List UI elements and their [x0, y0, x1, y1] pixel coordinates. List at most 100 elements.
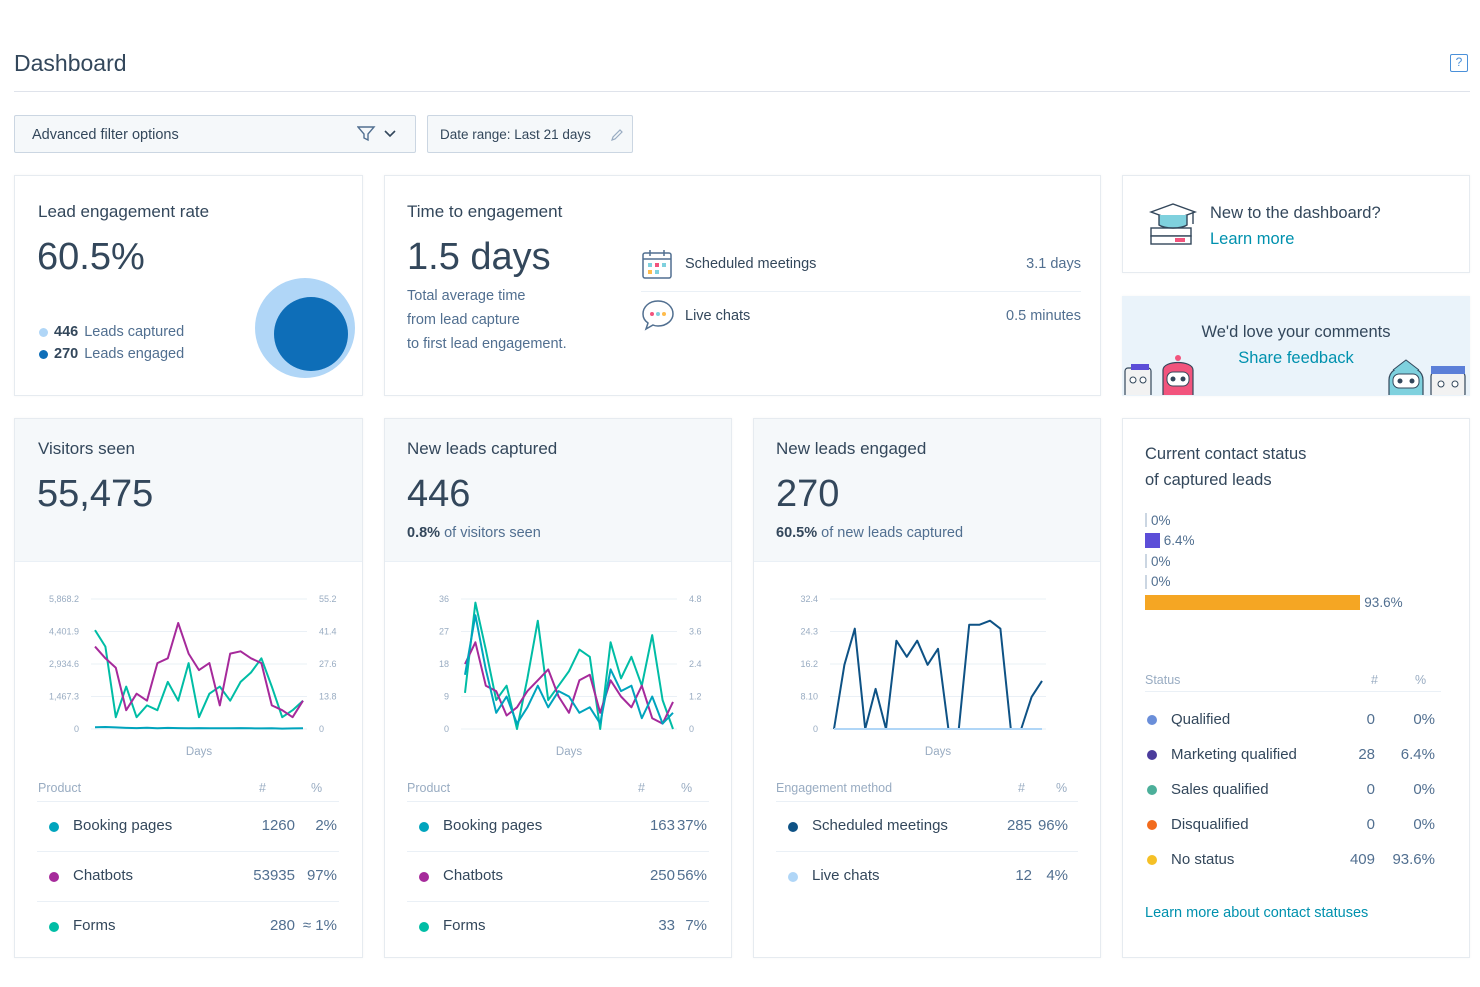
status-dot — [1147, 820, 1157, 830]
status-col-status: Status — [1145, 673, 1181, 687]
table-row: Booking pages 1260 2% — [37, 801, 339, 851]
status-name: Marketing qualified — [1171, 746, 1297, 763]
new-leads-chart-y-tick: 9 — [444, 692, 449, 702]
leads-engaged-chart-y-tick: 32.4 — [800, 594, 818, 604]
leads-engaged-col-pct: % — [1056, 781, 1068, 795]
engaged-circle — [274, 297, 348, 371]
advanced-filter-dropdown[interactable]: Advanced filter options — [14, 115, 416, 153]
status-bar-row: 6.4% — [1145, 532, 1194, 550]
time-to-engagement-card: Time to engagement 1.5 days Total averag… — [384, 175, 1101, 396]
status-dot — [1147, 785, 1157, 795]
row-pct: 4% — [1046, 867, 1068, 884]
status-bar-row: 0% — [1145, 511, 1171, 529]
visitors-chart-y-tick: 4,401.9 — [49, 627, 79, 637]
new-leads-card: New leads captured 446 0.8% of visitors … — [384, 418, 732, 958]
status-dot — [1147, 715, 1157, 725]
feedback-title: We'd love your comments — [1201, 323, 1391, 341]
row-name: Live chats — [812, 867, 880, 884]
tte-meetings-value: 3.1 days — [1026, 256, 1081, 272]
contact-status-title-2: of captured leads — [1145, 471, 1272, 489]
status-bar-label: 0% — [1151, 553, 1171, 569]
table-row: Forms 280 ≈ 1% — [37, 901, 339, 951]
status-row: Sales qualified 0 0% — [1145, 779, 1441, 814]
new-leads-value: 446 — [407, 473, 471, 515]
mascot-illustration-right — [1388, 359, 1466, 395]
status-bar-label: 6.4% — [1163, 533, 1195, 548]
visitors-col-count: # — [259, 781, 266, 795]
visitors-chart-y-tick: 0 — [74, 724, 79, 734]
promo-title: New to the dashboard? — [1210, 204, 1381, 222]
status-bar-row: 93.6% — [1145, 593, 1403, 611]
status-bar-empty — [1145, 554, 1147, 568]
row-count: 285 — [1006, 817, 1032, 834]
tte-title: Time to engagement — [407, 202, 563, 221]
row-count: 53935 — [253, 867, 295, 884]
leads-engaged-sub-text: of new leads captured — [817, 525, 964, 541]
leads-engaged-card: New leads engaged 270 60.5% of new leads… — [753, 418, 1101, 958]
status-count: 0 — [1366, 816, 1375, 833]
legend-dot — [419, 872, 429, 882]
tte-desc-2: from lead capture — [407, 312, 520, 328]
new-leads-chart-y-tick: 36 — [439, 594, 449, 604]
new-leads-chart-y-tick: 18 — [439, 659, 449, 669]
visitors-chart-y2-tick: 13.8 — [319, 692, 337, 702]
promo-learn-more-link[interactable]: Learn more — [1210, 230, 1295, 248]
leads-engaged-chart-y-tick: 0 — [813, 724, 818, 734]
status-pct: 93.6% — [1392, 851, 1435, 868]
engaged-dot — [39, 349, 48, 359]
status-count: 28 — [1358, 746, 1375, 763]
row-name: Chatbots — [73, 867, 134, 884]
table-row: Chatbots 53935 97% — [37, 851, 339, 901]
table-row: Scheduled meetings 285 96% — [776, 801, 1078, 851]
leads-engaged-chart-y-tick: 8.10 — [800, 692, 818, 702]
status-count: 409 — [1349, 851, 1375, 868]
contact-status-title-1: Current contact status — [1145, 445, 1307, 463]
leads-engaged-chart-y-tick: 16.2 — [800, 659, 818, 669]
visitors-chart-y2-tick: 55.2 — [319, 594, 337, 604]
status-name: Sales qualified — [1171, 781, 1269, 798]
share-feedback-link[interactable]: Share feedback — [1238, 349, 1354, 367]
leads-engaged-summary: New leads engaged 270 60.5% of new leads… — [754, 419, 1100, 562]
new-leads-chart-y2-tick: 4.8 — [689, 594, 702, 604]
status-dot — [1147, 855, 1157, 865]
leads-engaged-col-method: Engagement method — [776, 781, 893, 795]
visitors-seen-card: Visitors seen 55,475 5,868.2 55.2 4,401.9 4… — [14, 418, 363, 958]
row-count: 163 — [649, 817, 675, 834]
table-row: Booking pages 163 37% — [407, 801, 709, 851]
row-pct: 7% — [685, 917, 707, 934]
new-leads-sub: 0.8% of visitors seen — [407, 525, 541, 541]
leads-engaged-line-chart: 32.4 24.3 16.2 8.10 0 Days — [800, 594, 1046, 758]
new-leads-chart-series-line — [464, 601, 674, 730]
chat-bubble-icon — [642, 300, 674, 331]
visitors-chart-y2-tick: 0 — [319, 724, 324, 734]
help-icon[interactable]: ? — [1450, 54, 1468, 72]
date-range-button[interactable]: Date range: Last 21 days — [427, 115, 633, 153]
leads-engaged-chart-y-tick: 24.3 — [800, 627, 818, 637]
lead-engagement-value: 60.5% — [37, 236, 145, 278]
visitors-chart-y2-tick: 27.6 — [319, 659, 337, 669]
new-leads-sub-text: of visitors seen — [440, 525, 541, 541]
contact-status-card: Current contact status of captured leads… — [1122, 418, 1470, 958]
leads-engaged-value: 270 — [776, 473, 840, 515]
leads-engaged-chart-series-line — [833, 619, 1043, 730]
new-leads-col-product: Product — [407, 781, 451, 795]
row-name: Scheduled meetings — [812, 817, 948, 834]
new-leads-chart-y-tick: 27 — [439, 627, 449, 637]
visitors-chart-series-line — [94, 726, 304, 730]
status-pct: 0% — [1413, 781, 1435, 798]
calendar-icon — [642, 250, 672, 279]
row-name: Forms — [443, 917, 486, 934]
mascot-illustration-left — [1124, 355, 1194, 395]
leads-engaged-title: New leads engaged — [776, 439, 927, 458]
status-pct: 0% — [1413, 711, 1435, 728]
engaged-label: Leads engaged — [84, 346, 185, 362]
leads-engaged-sub: 60.5% of new leads captured — [776, 525, 963, 541]
row-count: 280 — [269, 917, 295, 934]
contact-statuses-link[interactable]: Learn more about contact statuses — [1145, 905, 1369, 921]
status-pct: 0% — [1413, 816, 1435, 833]
row-name: Booking pages — [73, 817, 173, 834]
new-leads-col-count: # — [638, 781, 645, 795]
advanced-filter-label: Advanced filter options — [32, 127, 179, 143]
new-leads-chart-y2-tick: 3.6 — [689, 627, 702, 637]
page-header: Dashboard ? — [14, 44, 1470, 92]
